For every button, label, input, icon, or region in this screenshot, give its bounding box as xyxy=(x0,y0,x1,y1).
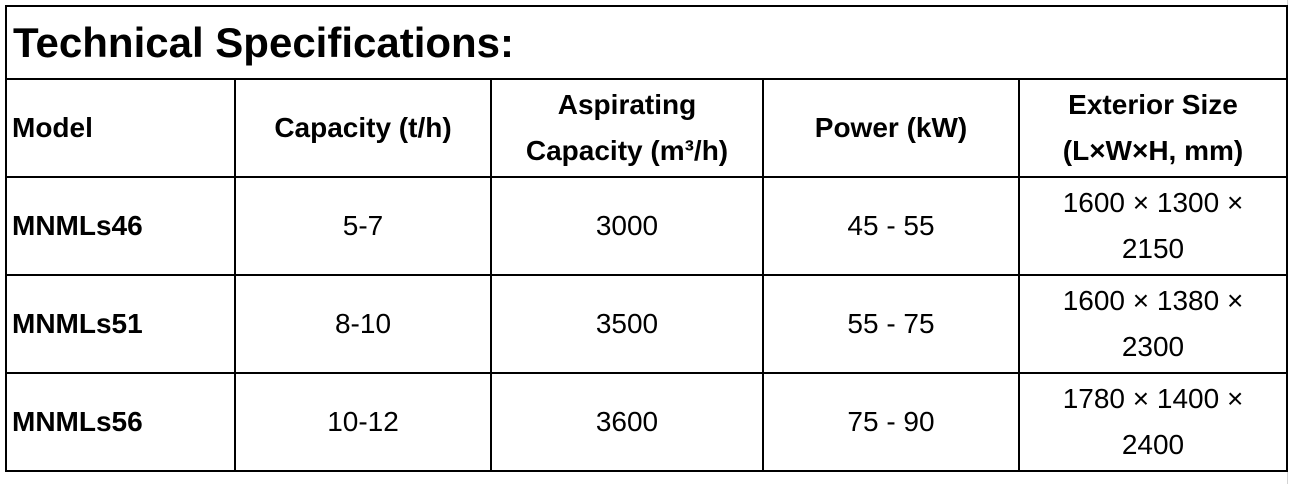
spec-cell: 3000 xyxy=(490,176,764,276)
header-cell: Power (kW) xyxy=(762,78,1020,178)
spec-cell: 10-12 xyxy=(234,372,492,472)
spec-cell: 3600 xyxy=(490,372,764,472)
sheet-edge xyxy=(1287,0,1296,484)
spec-cell: 75 - 90 xyxy=(762,372,1020,472)
spec-cell: 1600 × 1300 × 2150 xyxy=(1018,176,1288,276)
data-row: MNMLs46 5-7 3000 45 - 55 1600 × 1300 × 2150 xyxy=(5,176,1288,276)
table-body: Technical Specifications: Model Capacity … xyxy=(5,5,1288,472)
spec-cell: 55 - 75 xyxy=(762,274,1020,374)
spec-table: Technical Specifications: Model Capacity … xyxy=(5,5,1288,472)
spec-cell: 3500 xyxy=(490,274,764,374)
model-cell: MNMLs56 xyxy=(5,372,236,472)
spec-cell: 1600 × 1380 × 2300 xyxy=(1018,274,1288,374)
header-cell: Exterior Size (L×W×H, mm) xyxy=(1018,78,1288,178)
model-cell: MNMLs46 xyxy=(5,176,236,276)
title-row: Technical Specifications: xyxy=(5,5,1288,80)
header-cell: Model xyxy=(5,78,236,178)
header-cell: Aspirating Capacity (m³/h) xyxy=(490,78,764,178)
spec-cell: 8-10 xyxy=(234,274,492,374)
model-cell: MNMLs51 xyxy=(5,274,236,374)
spec-cell: 1780 × 1400 × 2400 xyxy=(1018,372,1288,472)
table-title: Technical Specifications: xyxy=(5,5,1288,80)
header-cell: Capacity (t/h) xyxy=(234,78,492,178)
data-row: MNMLs51 8-10 3500 55 - 75 1600 × 1380 × 2300 xyxy=(5,274,1288,374)
data-row: MNMLs56 10-12 3600 75 - 90 1780 × 1400 × 240… xyxy=(5,372,1288,472)
header-row: Model Capacity (t/h) Aspirating Capacity (… xyxy=(5,78,1288,178)
spec-cell: 45 - 55 xyxy=(762,176,1020,276)
spec-cell: 5-7 xyxy=(234,176,492,276)
